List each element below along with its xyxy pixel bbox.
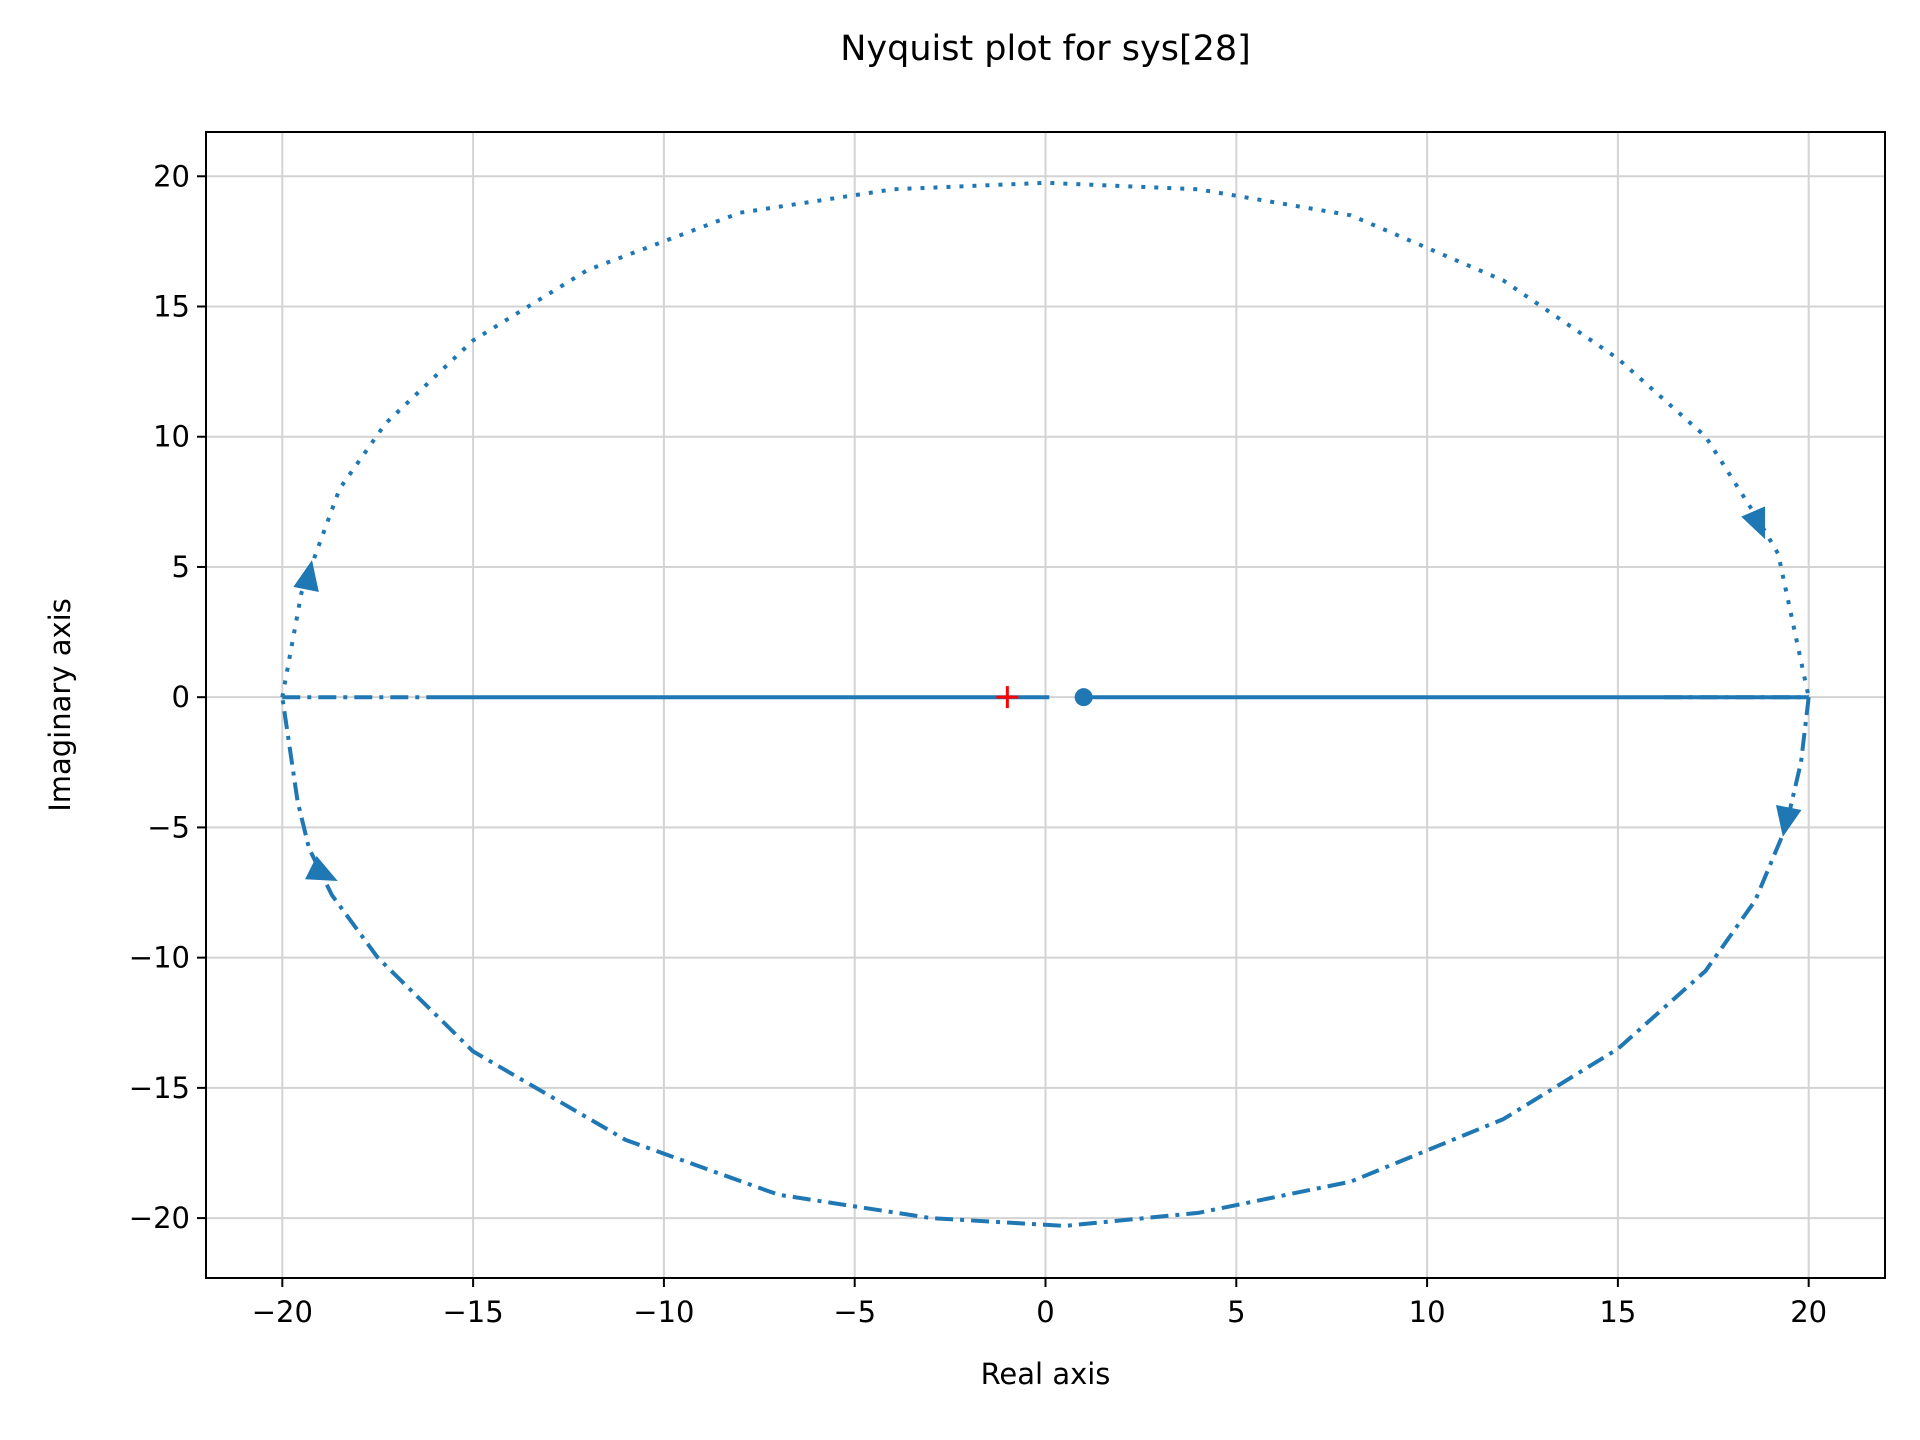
y-tick-label: −10 [129,941,190,975]
x-tick-label: 20 [1790,1295,1827,1329]
y-tick-label: −20 [129,1201,190,1235]
x-tick-label: 0 [1036,1295,1054,1329]
y-tick-label: 15 [153,290,190,324]
direction-arrow [1741,506,1766,540]
x-axis-label: Real axis [981,1357,1111,1391]
x-tick-label: 10 [1409,1295,1446,1329]
y-tick-label: 10 [153,420,190,454]
plot-frame [205,131,1886,1279]
y-tick-label: 20 [153,159,190,193]
chart-title: Nyquist plot for sys[28] [840,29,1251,69]
y-tick-label: 5 [172,550,190,584]
direction-arrow [305,855,338,882]
y-tick-label: 0 [172,680,190,714]
x-tick-label: −20 [252,1295,313,1329]
x-ticks: −20 −15 −10 −5 0 5 10 15 20 [252,1278,1827,1329]
y-axis-label: Imaginary axis [43,598,77,812]
y-ticks: −20 −15 −10 −5 0 5 10 15 20 [129,159,206,1235]
direction-arrows [293,506,1802,882]
y-tick-label: −15 [129,1071,190,1105]
x-tick-label: −10 [633,1295,694,1329]
x-tick-label: −5 [833,1295,876,1329]
direction-arrow [1775,804,1802,837]
markers [996,686,1093,709]
start-point-marker [1074,688,1093,707]
x-tick-label: 5 [1227,1295,1245,1329]
direction-arrow [293,560,319,593]
nyquist-series-dotted [280,180,1811,698]
x-tick-label: 15 [1599,1295,1636,1329]
nyquist-series-dashdot [280,696,1811,1228]
critical-point-marker [996,686,1019,709]
y-tick-label: −5 [147,810,190,844]
x-tick-label: −15 [443,1295,504,1329]
